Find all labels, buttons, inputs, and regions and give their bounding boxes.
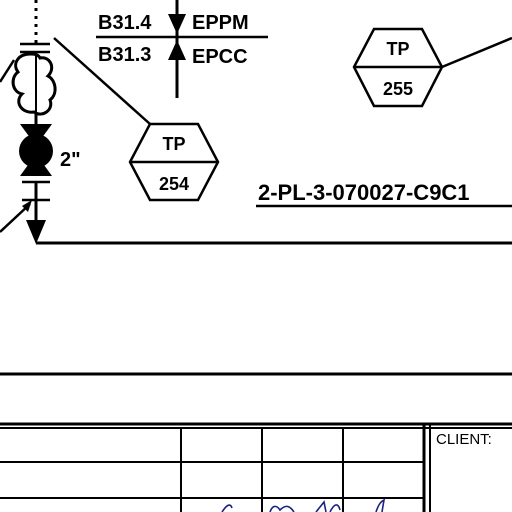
leader-arrowhead bbox=[22, 200, 32, 212]
spec-lower-tag: EPCC bbox=[192, 46, 248, 68]
tp255-leader bbox=[441, 36, 512, 69]
spec-upper-code: B31.4 bbox=[98, 12, 152, 34]
tie-point-255: TP 255 bbox=[352, 27, 444, 108]
spec-lower-code: B31.3 bbox=[98, 44, 151, 66]
handwritten-signatures bbox=[221, 498, 386, 512]
spec-arrow-up bbox=[168, 40, 186, 60]
line-number: 2-PL-3-070027-C9C1 bbox=[258, 180, 470, 205]
valve-size-label: 2" bbox=[60, 149, 81, 171]
spec-arrow-down bbox=[168, 14, 186, 34]
revision-table bbox=[0, 424, 431, 512]
flow-arrow-down bbox=[26, 220, 46, 244]
client-label: CLIENT: bbox=[436, 431, 492, 448]
tie-point-254-number: 254 bbox=[159, 174, 189, 194]
tp254-leader bbox=[53, 37, 151, 125]
spec-upper-tag: EPPM bbox=[192, 12, 249, 34]
tie-point-254-label: TP bbox=[162, 134, 185, 154]
tie-point-254: TP 254 bbox=[128, 122, 220, 202]
strainer-symbol bbox=[11, 52, 57, 116]
tie-point-255-number: 255 bbox=[383, 79, 413, 99]
tie-point-255-label: TP bbox=[386, 39, 409, 59]
leader-left-top bbox=[0, 59, 16, 83]
ball-valve bbox=[19, 124, 53, 176]
